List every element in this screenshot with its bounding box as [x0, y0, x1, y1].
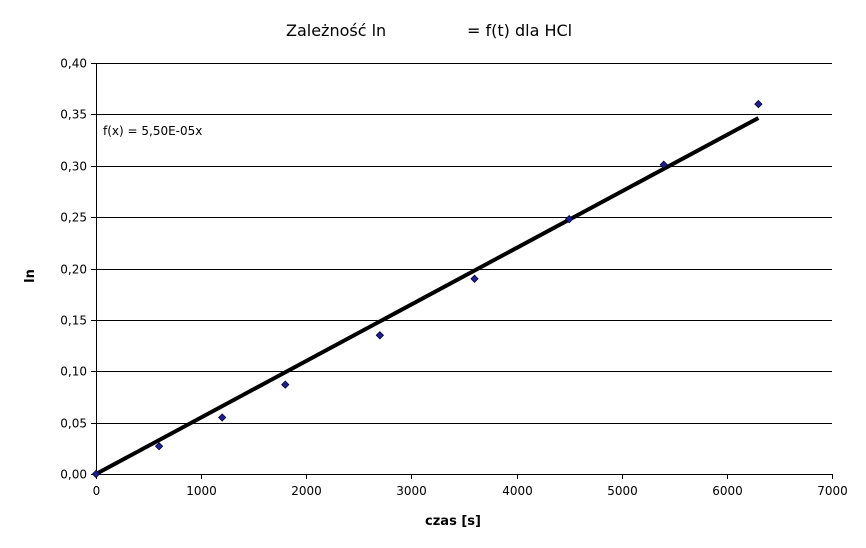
data-points: [91, 99, 763, 479]
y-tick-label: 0,20: [60, 263, 87, 277]
x-tick-label: 0: [93, 484, 101, 498]
y-axis-label: ln: [23, 269, 38, 283]
chart-title-left: Zależność ln: [286, 21, 386, 40]
data-point: [218, 413, 227, 422]
data-point: [154, 442, 164, 451]
x-tick-label: 4000: [502, 484, 533, 498]
y-tick-label: 0,35: [60, 108, 87, 122]
y-tick-label: 0,30: [60, 160, 87, 174]
x-tick-labels: 0 1000 2000 3000 4000 5000 6000 7000: [93, 484, 848, 498]
y-tick-label: 0,15: [60, 314, 87, 328]
data-point: [470, 274, 479, 283]
x-tick-label: 3000: [396, 484, 427, 498]
y-tick-label: 0,25: [60, 211, 87, 225]
data-point: [564, 215, 574, 224]
y-tick-label: 0,00: [60, 468, 87, 482]
data-point: [754, 99, 763, 109]
y-tick-labels: 0,00 0,05 0,10 0,15 0,20 0,25 0,30 0,35 0,40: [60, 57, 87, 482]
x-tick-label: 6000: [712, 484, 743, 498]
x-tick-label: 7000: [817, 484, 848, 498]
y-tick-label: 0,40: [60, 57, 87, 71]
data-point: [375, 331, 385, 340]
x-tick-label: 2000: [291, 484, 322, 498]
x-tick-label: 1000: [186, 484, 217, 498]
trendline-group: [95, 116, 760, 476]
data-point: [659, 160, 668, 169]
data-point: [91, 469, 101, 479]
y-tick-label: 0,10: [60, 365, 87, 379]
y-tick-label: 0,05: [60, 417, 87, 431]
trendline: [95, 116, 760, 476]
data-point: [281, 380, 290, 389]
x-tick-label: 5000: [607, 484, 638, 498]
trendline-equation: f(x) = 5,50E-05x: [103, 124, 202, 138]
chart-title-right: = f(t) dla HCl: [467, 21, 572, 40]
grid-lines: [91, 63, 832, 475]
x-axis-label: czas [s]: [425, 514, 481, 529]
